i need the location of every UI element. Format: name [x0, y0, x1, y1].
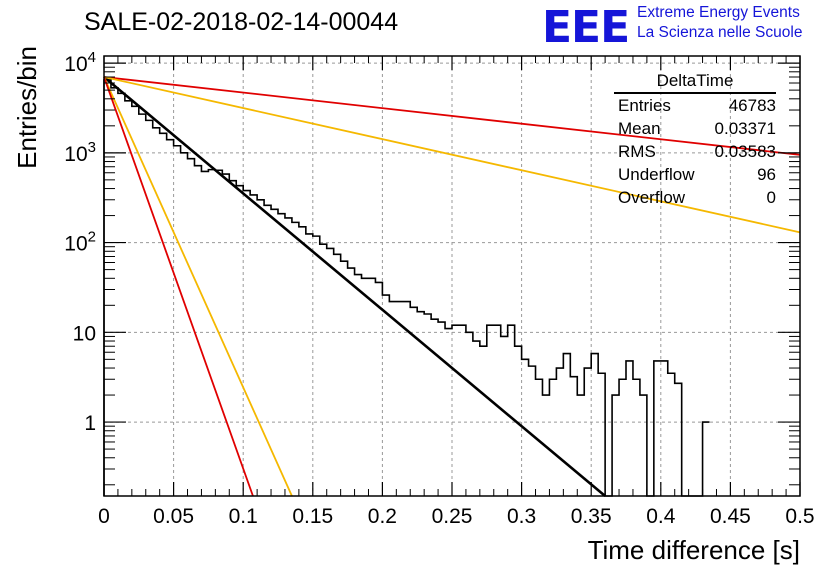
- stats-row-mean: Mean 0.03371: [614, 117, 776, 140]
- fit-line: [103, 76, 254, 497]
- x-tick-label: 0.15: [292, 505, 333, 528]
- histogram-steps: [103, 79, 710, 497]
- y-tick-label: 104: [64, 49, 96, 76]
- fit-line: [103, 76, 293, 497]
- y-tick-label: 10: [73, 322, 96, 345]
- x-tick-label: 0.25: [432, 505, 473, 528]
- stats-label: Entries: [618, 96, 671, 115]
- stats-value: 46783: [728, 96, 776, 115]
- x-tick-label: 0.1: [229, 505, 258, 528]
- fit-line: [103, 76, 801, 234]
- x-axis-label: Time difference [s]: [588, 535, 800, 565]
- plot-series: [103, 76, 801, 497]
- y-tick-label: 103: [64, 139, 96, 166]
- stats-label: Underflow: [618, 165, 695, 184]
- stats-row-rms: RMS 0.03583: [614, 140, 776, 163]
- x-tick-label: 0: [98, 505, 110, 528]
- x-tick-label: 0.35: [571, 505, 612, 528]
- stats-value: 0.03371: [714, 119, 776, 138]
- x-tick-label: 0.5: [785, 505, 814, 528]
- stats-name: DeltaTime: [614, 70, 776, 94]
- stats-row-underflow: Underflow 96: [614, 163, 776, 186]
- axis-ticks: 0 0.05 0.1 0.15 0.2 0.25 0.3 0.35 0.4 0.45 0.5 1 10 1…: [64, 49, 814, 528]
- y-axis-label: Entries/bin: [12, 46, 42, 169]
- stats-row-entries: Entries 46783: [614, 94, 776, 117]
- stats-row-overflow: Overflow 0: [614, 186, 776, 209]
- stats-value: 0: [766, 188, 776, 207]
- grid-lines: [104, 56, 800, 496]
- stats-box: DeltaTime Entries 46783 Mean 0.03371 RMS…: [614, 70, 776, 209]
- x-tick-label: 0.05: [153, 505, 194, 528]
- stats-value: 96: [757, 165, 776, 184]
- y-tick-label: 1: [84, 412, 96, 435]
- fit-line: [103, 76, 606, 497]
- chart-title: SALE-02-2018-02-14-00044: [84, 8, 399, 36]
- y-tick-exponent: 2: [88, 229, 96, 246]
- logo-line-1: Extreme Energy Events: [637, 4, 800, 21]
- x-tick-label: 0.4: [646, 505, 676, 528]
- stats-value: 0.03583: [714, 142, 776, 161]
- y-tick-exponent: 3: [88, 139, 96, 156]
- stats-label: Overflow: [618, 188, 686, 207]
- y-tick-exponent: 4: [88, 49, 96, 66]
- y-tick-label: 102: [64, 229, 96, 256]
- eee-logo: EEE: [542, 2, 630, 53]
- stats-label: RMS: [618, 142, 656, 161]
- fit-line: [103, 76, 801, 156]
- logo-line-2: La Scienza nelle Scuole: [637, 24, 803, 41]
- x-tick-label: 0.3: [507, 505, 536, 528]
- stats-label: Mean: [618, 119, 661, 138]
- x-tick-label: 0.2: [368, 505, 397, 528]
- x-tick-label: 0.45: [710, 505, 751, 528]
